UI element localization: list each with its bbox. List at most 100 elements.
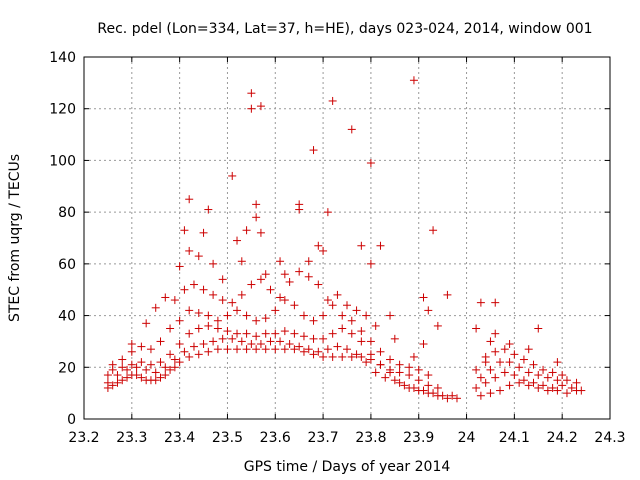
data-point	[472, 324, 481, 333]
data-point	[558, 381, 567, 390]
data-point	[386, 355, 395, 364]
data-point	[276, 337, 285, 346]
data-point	[276, 257, 285, 266]
data-point	[476, 373, 485, 382]
data-point	[142, 319, 151, 328]
data-point	[476, 298, 485, 307]
data-point	[180, 226, 189, 235]
data-point	[438, 391, 447, 400]
data-point	[237, 257, 246, 266]
y-tick-label: 80	[58, 205, 76, 221]
data-point	[319, 311, 328, 320]
data-point	[491, 347, 500, 356]
data-point	[118, 363, 127, 372]
data-point	[548, 368, 557, 377]
x-axis-label: GPS time / Days of year 2014	[244, 459, 451, 475]
data-point	[156, 373, 165, 382]
data-point	[199, 285, 208, 294]
data-point	[472, 365, 481, 374]
data-point	[486, 365, 495, 374]
data-point	[424, 381, 433, 390]
y-tick-label: 140	[49, 50, 76, 66]
data-point	[113, 378, 122, 387]
data-point	[309, 316, 318, 325]
data-point	[409, 383, 418, 392]
data-point	[204, 205, 213, 214]
data-point	[199, 228, 208, 237]
data-point	[166, 350, 175, 359]
data-point	[323, 208, 332, 217]
data-point	[343, 345, 351, 354]
data-point	[496, 386, 505, 395]
data-point	[491, 329, 500, 338]
data-point	[146, 345, 155, 354]
data-point	[338, 352, 347, 361]
data-point	[419, 293, 428, 302]
data-point	[209, 259, 218, 268]
data-point	[146, 360, 155, 369]
data-point	[309, 350, 318, 359]
data-point	[299, 311, 308, 320]
data-point	[347, 352, 356, 361]
data-point	[223, 327, 232, 336]
data-point	[247, 340, 256, 349]
x-tick-label: 23.9	[403, 430, 434, 446]
data-point	[233, 329, 242, 338]
data-point	[347, 329, 356, 338]
data-point	[304, 345, 313, 354]
data-point	[180, 347, 189, 356]
data-point	[204, 347, 213, 356]
data-point	[328, 301, 337, 310]
data-point	[505, 340, 514, 349]
data-point	[189, 342, 198, 351]
data-point	[156, 337, 165, 346]
data-point	[347, 316, 356, 325]
data-point	[357, 352, 366, 361]
data-point	[175, 262, 184, 271]
data-point	[290, 329, 299, 338]
data-point	[452, 394, 461, 403]
data-point	[137, 342, 146, 351]
data-point	[386, 311, 395, 320]
data-point	[223, 345, 232, 354]
data-point	[304, 272, 313, 281]
data-point	[204, 321, 213, 330]
data-point	[290, 301, 299, 310]
data-point	[199, 340, 208, 349]
data-point	[381, 373, 390, 382]
x-tick-label: 23.5	[212, 430, 243, 446]
data-point	[491, 298, 500, 307]
data-point	[519, 376, 528, 385]
data-point	[252, 345, 261, 354]
data-point	[266, 285, 275, 294]
data-point	[280, 327, 289, 336]
data-point	[137, 373, 146, 382]
data-point	[534, 383, 543, 392]
data-point	[505, 381, 514, 390]
data-point	[357, 327, 366, 336]
plot-frame	[83, 56, 611, 420]
data-point	[314, 241, 323, 250]
data-point	[252, 316, 261, 325]
data-point	[304, 257, 313, 266]
data-point	[175, 316, 184, 325]
y-tick-label: 20	[58, 360, 76, 376]
x-tick-label: 23.8	[355, 430, 386, 446]
data-point	[548, 383, 557, 392]
data-point	[524, 368, 533, 377]
data-point	[338, 324, 347, 333]
data-point	[543, 373, 552, 382]
data-point	[539, 365, 548, 374]
y-axis-label: STEC from uqrg / TECUs	[7, 154, 23, 322]
data-point	[237, 337, 246, 346]
data-point	[228, 171, 237, 180]
data-point	[185, 352, 194, 361]
data-point	[376, 241, 385, 250]
data-point	[553, 358, 562, 367]
data-point	[567, 383, 576, 392]
data-point	[261, 329, 270, 338]
data-point	[127, 360, 136, 369]
data-point	[476, 391, 485, 400]
data-point	[151, 368, 160, 377]
y-tick-label: 120	[49, 102, 76, 118]
